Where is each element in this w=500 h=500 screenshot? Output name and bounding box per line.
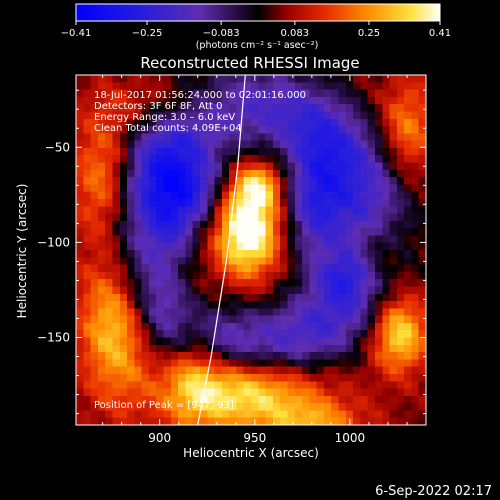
x-tick-label: 950 (243, 431, 266, 445)
colorbar-frame (75, 3, 441, 22)
info-line-detectors: Detectors: 3F 6F 8F, Att 0 (94, 101, 222, 112)
y-tick-label: −50 (45, 140, 70, 154)
y-tick-label: −100 (37, 235, 70, 249)
colorbar-tick-label: −0.083 (203, 28, 240, 39)
colorbar-tick-label: −0.25 (132, 28, 163, 39)
info-line-energy: Energy Range: 3.0 – 6.0 keV (94, 112, 235, 123)
colorbar-ticks: −0.41 −0.25 −0.083 0.083 0.25 0.41 (61, 21, 451, 39)
x-tick-label: 900 (148, 431, 171, 445)
info-line-time: 18-Jul-2017 01:56:24.000 to 02:01:16.000 (94, 90, 306, 101)
y-tick-label: −150 (37, 331, 70, 345)
x-tick-label: 1000 (335, 431, 366, 445)
colorbar-gradient (76, 4, 440, 21)
x-axis-label: Heliocentric X (arcsec) (183, 446, 319, 460)
colorbar-tick-label: 0.083 (281, 28, 310, 39)
info-line-counts: Clean Total counts: 4.09E+04 (94, 123, 242, 134)
colorbar-unit-label: (photons cm⁻² s⁻¹ asec⁻²) (196, 40, 319, 51)
peak-position-label: Position of Peak = [947,-93] (94, 400, 234, 411)
chart-title: Reconstructed RHESSI Image (140, 54, 359, 72)
plot-frame (75, 74, 427, 426)
y-axis-label: Heliocentric Y (arcsec) (15, 184, 29, 319)
colorbar-tick-label: 0.25 (358, 28, 380, 39)
info-block: 18-Jul-2017 01:56:24.000 to 02:01:16.000… (94, 90, 306, 134)
heatmap-image (76, 75, 426, 425)
colorbar-tick-label: −0.41 (61, 28, 92, 39)
colorbar-tick-label: 0.41 (429, 28, 451, 39)
y-axis-ticks: −50 −100 −150 (37, 89, 426, 415)
x-axis-ticks: 900 950 1000 (102, 75, 427, 445)
colorbar: −0.41 −0.25 −0.083 0.083 0.25 0.41 (photons c… (61, 3, 451, 51)
solar-limb-line (197, 74, 246, 426)
footer-timestamp: 6-Sep-2022 02:17 (375, 484, 492, 499)
